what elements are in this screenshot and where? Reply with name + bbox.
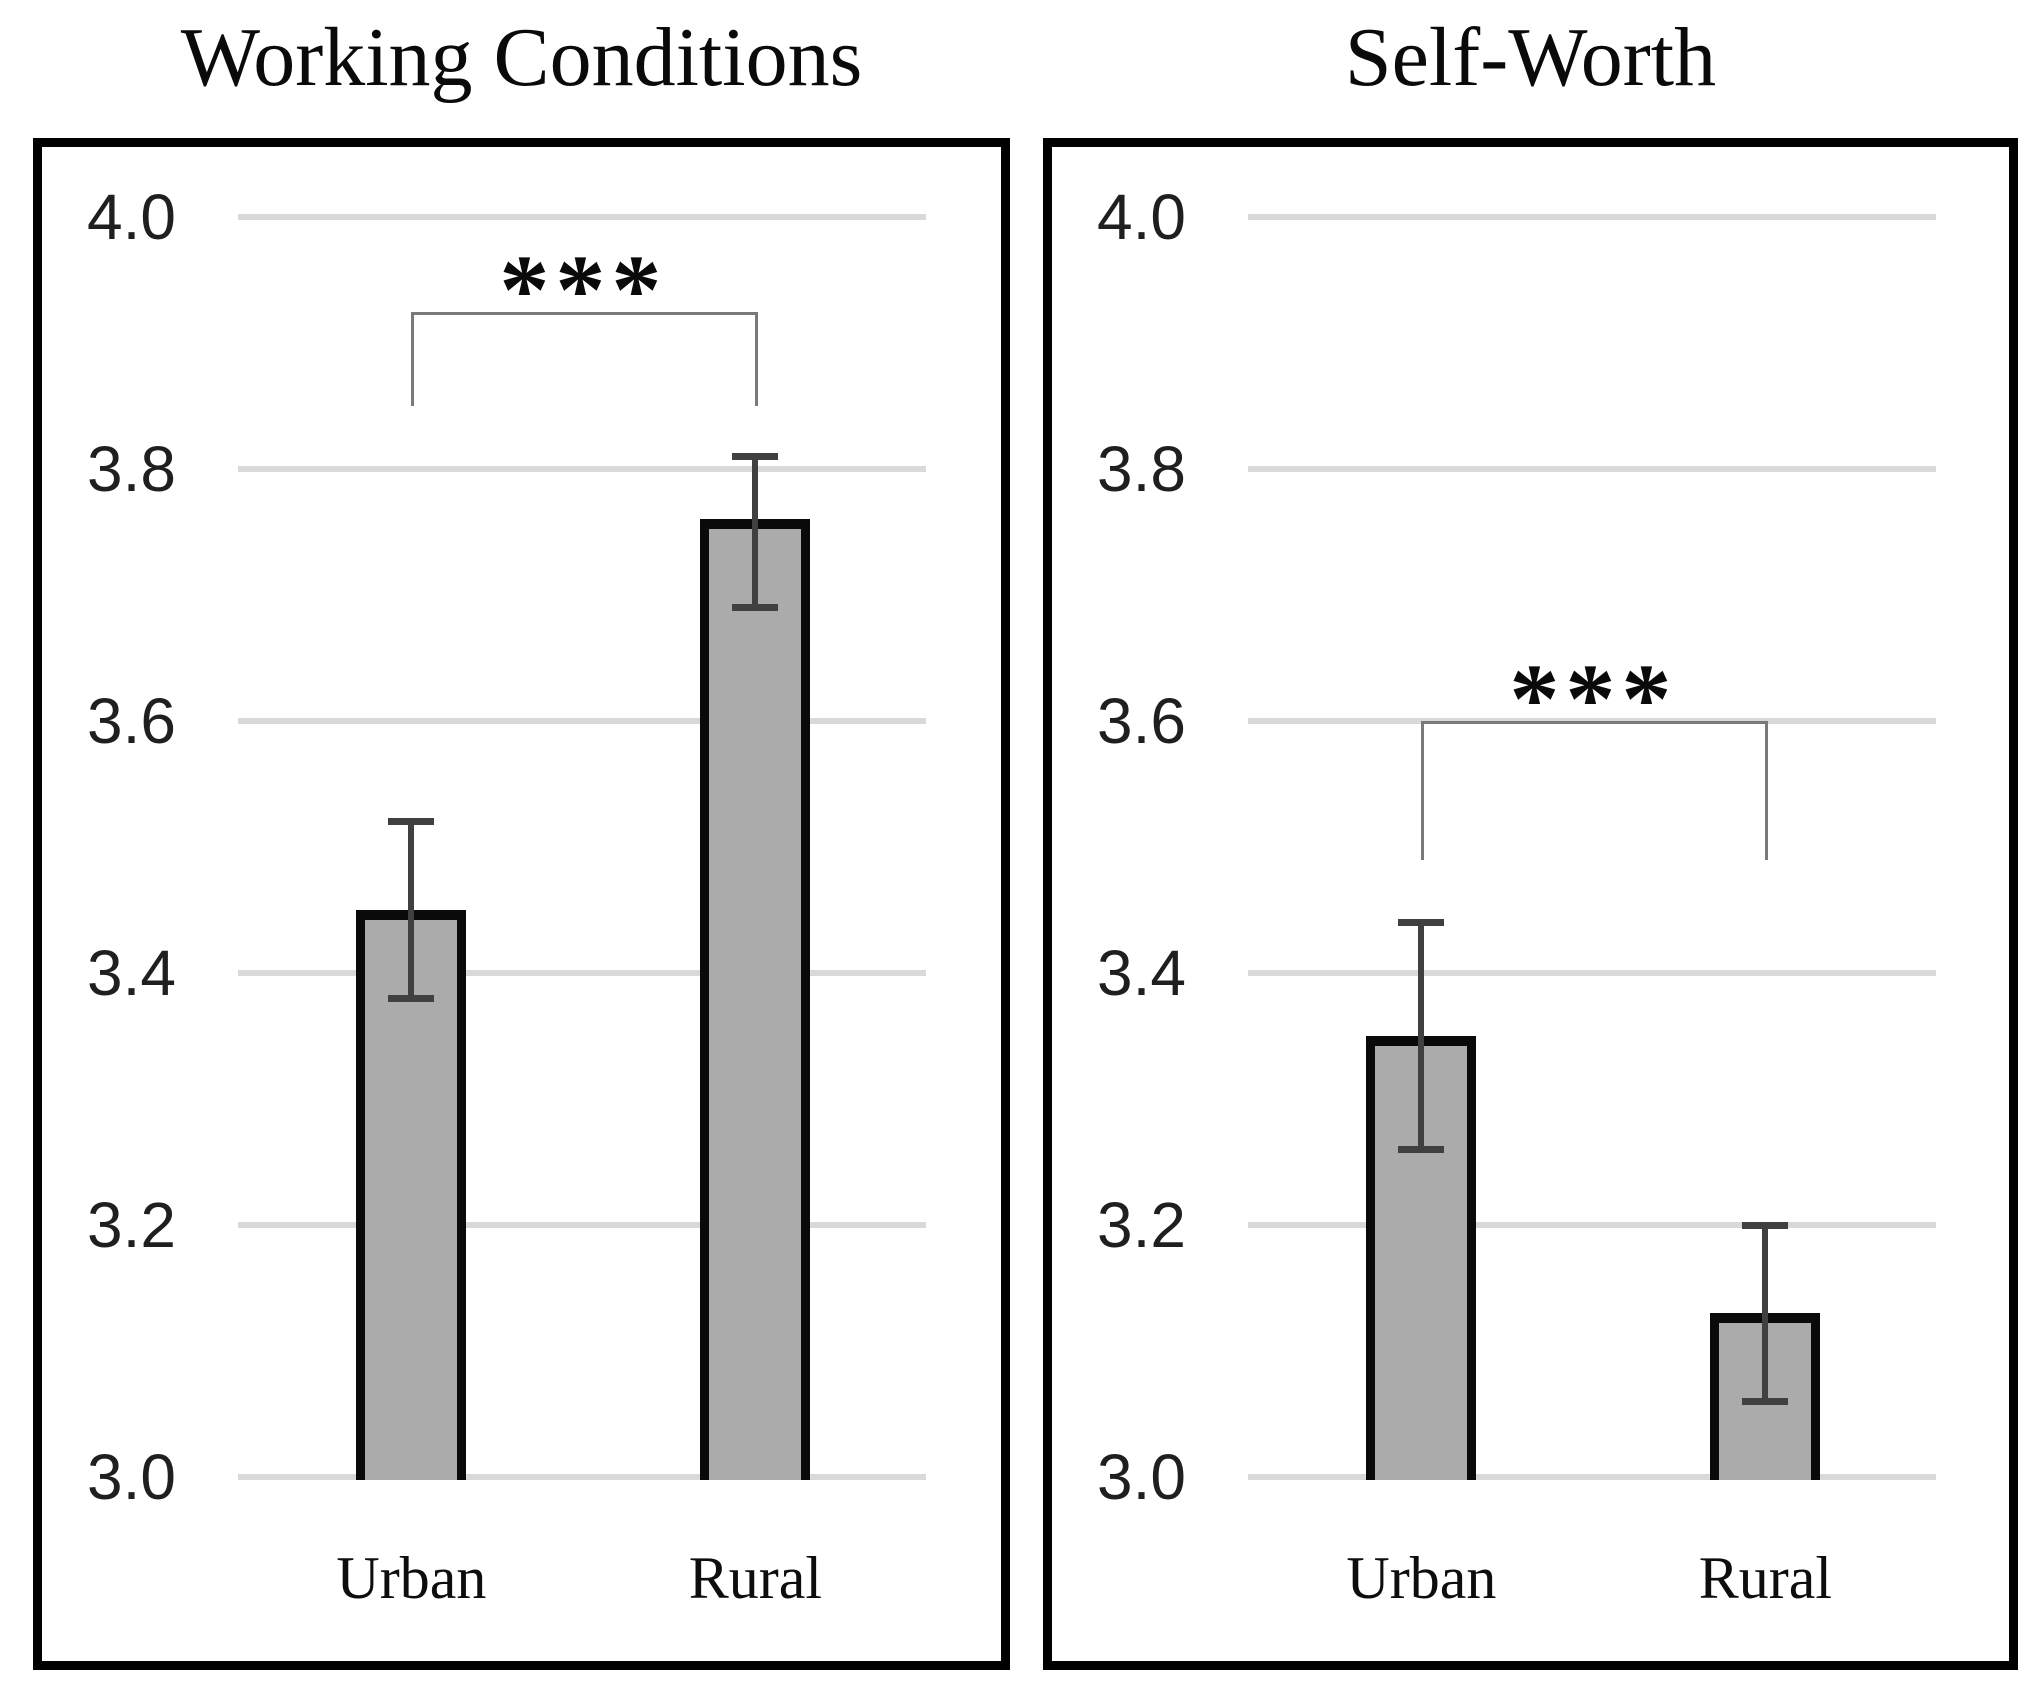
gridline-3.0 [1248, 1474, 1936, 1480]
y-tick-label-4.0: 4.0 [1097, 181, 1186, 253]
sig-bracket-leg-left [1421, 721, 1425, 860]
y-tick-label-3.0: 3.0 [87, 1441, 176, 1513]
x-category-label-rural: Rural [688, 1545, 823, 1611]
y-tick-label-3.6: 3.6 [1097, 685, 1186, 757]
gridline-3.8 [238, 466, 926, 472]
significance-stars: *** [1509, 643, 1678, 755]
gridline-3.4 [238, 970, 926, 976]
bar-rural [700, 519, 811, 1480]
error-bar-cap-top-urban [1398, 919, 1445, 927]
gridline-3.6 [238, 718, 926, 724]
error-bar-cap-top-rural [1742, 1221, 1789, 1229]
error-bar-cap-bottom-rural [732, 604, 779, 612]
y-tick-label-3.2: 3.2 [87, 1189, 176, 1261]
error-bar-stem-rural [1762, 1225, 1769, 1402]
error-bar-stem-rural [752, 456, 759, 608]
working-conditions-panel: 4.0 3.8 3.6 3.4 3.2 3.0 Urban Rural *** [33, 138, 1010, 1670]
x-category-label-rural: Rural [1698, 1545, 1833, 1611]
y-tick-label-3.4: 3.4 [1097, 937, 1186, 1009]
x-category-label-urban: Urban [1346, 1545, 1497, 1611]
significance-stars: *** [499, 233, 668, 345]
sig-bracket-leg-right [1765, 721, 1769, 860]
sig-bracket-horizontal [411, 311, 756, 315]
sig-bracket-leg-left [411, 311, 415, 406]
error-bar-cap-top-rural [732, 452, 779, 460]
gridline-3.8 [1248, 466, 1936, 472]
y-tick-label-4.0: 4.0 [87, 181, 176, 253]
self-worth-panel: 4.0 3.8 3.6 3.4 3.2 3.0 Urban Rural *** [1043, 138, 2018, 1670]
y-tick-label-3.4: 3.4 [87, 937, 176, 1009]
gridline-3.2 [1248, 1222, 1936, 1228]
gridline-3.0 [238, 1474, 926, 1480]
y-tick-label-3.8: 3.8 [87, 433, 176, 505]
chart-title-self-worth: Self-Worth [1344, 11, 1717, 104]
y-tick-label-3.6: 3.6 [87, 685, 176, 757]
error-bar-cap-top-urban [388, 818, 435, 826]
error-bar-stem-urban [1418, 922, 1425, 1150]
error-bar-cap-bottom-rural [1742, 1397, 1789, 1405]
gridline-4.0 [1248, 214, 1936, 220]
bar-urban [356, 910, 467, 1480]
y-tick-label-3.2: 3.2 [1097, 1189, 1186, 1261]
chart-title-working-conditions: Working Conditions [180, 11, 863, 104]
y-tick-label-3.8: 3.8 [1097, 433, 1186, 505]
x-category-label-urban: Urban [336, 1545, 487, 1611]
error-bar-cap-bottom-urban [1398, 1145, 1445, 1153]
error-bar-cap-bottom-urban [388, 994, 435, 1002]
gridline-4.0 [238, 214, 926, 220]
error-bar-stem-urban [408, 821, 415, 999]
sig-bracket-leg-right [755, 311, 759, 406]
gridline-3.2 [238, 1222, 926, 1228]
y-tick-label-3.0: 3.0 [1097, 1441, 1186, 1513]
gridline-3.4 [1248, 970, 1936, 976]
sig-bracket-horizontal [1421, 721, 1766, 724]
